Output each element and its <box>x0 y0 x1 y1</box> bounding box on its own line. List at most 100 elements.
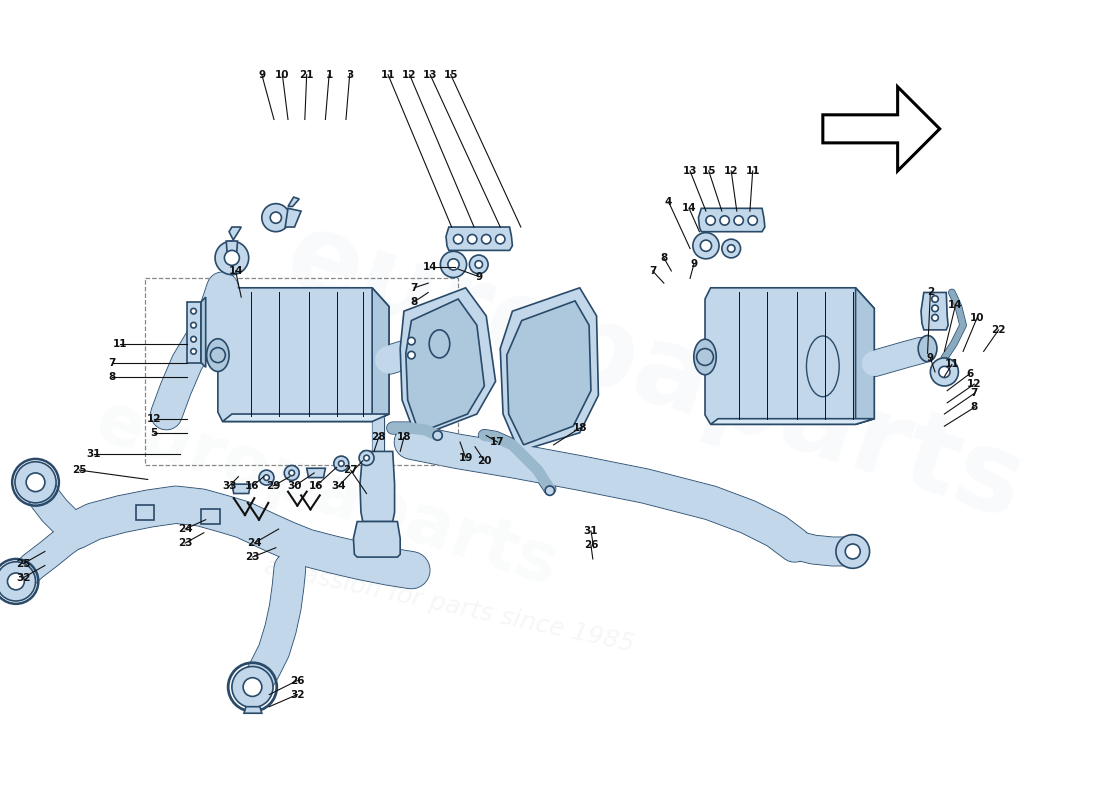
Text: 15: 15 <box>443 70 458 80</box>
Polygon shape <box>201 510 220 524</box>
Polygon shape <box>288 197 299 206</box>
Text: 9: 9 <box>258 70 265 80</box>
Text: 20: 20 <box>477 456 492 466</box>
Circle shape <box>210 348 225 362</box>
Text: 25: 25 <box>16 558 31 569</box>
Text: 7: 7 <box>970 389 978 398</box>
Polygon shape <box>135 505 154 520</box>
Circle shape <box>190 322 197 328</box>
Text: 10: 10 <box>275 70 289 80</box>
Polygon shape <box>698 208 764 232</box>
Text: 9: 9 <box>690 259 697 270</box>
Text: 5: 5 <box>151 428 158 438</box>
Polygon shape <box>711 418 874 424</box>
Circle shape <box>224 250 240 266</box>
Text: 26: 26 <box>290 675 305 686</box>
Circle shape <box>938 366 950 378</box>
Ellipse shape <box>429 330 450 358</box>
Text: 33: 33 <box>222 481 236 491</box>
Circle shape <box>8 573 24 590</box>
Text: 28: 28 <box>372 433 386 442</box>
Polygon shape <box>307 468 326 478</box>
Circle shape <box>232 666 273 708</box>
Circle shape <box>722 239 740 258</box>
Polygon shape <box>507 301 591 445</box>
Text: 32: 32 <box>16 573 31 582</box>
Text: 7: 7 <box>109 358 116 367</box>
Circle shape <box>836 534 870 568</box>
Text: 19: 19 <box>459 453 473 463</box>
Text: 15: 15 <box>702 166 716 176</box>
Text: 8: 8 <box>109 372 116 382</box>
Circle shape <box>453 234 463 244</box>
Text: 16: 16 <box>309 481 323 491</box>
Text: 1: 1 <box>326 70 333 80</box>
Polygon shape <box>446 227 513 250</box>
Text: 31: 31 <box>86 450 101 459</box>
Text: 24: 24 <box>248 538 262 548</box>
Polygon shape <box>227 241 238 255</box>
Circle shape <box>284 466 299 481</box>
Circle shape <box>359 450 374 466</box>
Circle shape <box>408 351 415 359</box>
Text: europaparts: europaparts <box>88 387 566 600</box>
Circle shape <box>706 216 715 225</box>
Polygon shape <box>201 297 206 367</box>
Circle shape <box>26 473 45 492</box>
Text: 26: 26 <box>584 540 598 550</box>
Circle shape <box>448 259 459 270</box>
Text: 8: 8 <box>970 402 978 413</box>
Text: 3: 3 <box>346 70 353 80</box>
Text: 8: 8 <box>410 297 418 307</box>
Text: 22: 22 <box>991 325 1005 335</box>
Text: a passion for parts since 1985: a passion for parts since 1985 <box>262 554 636 657</box>
Circle shape <box>216 241 249 274</box>
Text: 24: 24 <box>178 524 192 534</box>
Text: 18: 18 <box>397 433 411 442</box>
Text: 7: 7 <box>649 266 657 276</box>
Text: 18: 18 <box>572 423 587 433</box>
Text: 9: 9 <box>475 271 482 282</box>
Polygon shape <box>244 706 262 714</box>
Polygon shape <box>222 414 389 422</box>
Circle shape <box>408 338 415 345</box>
Circle shape <box>932 296 938 302</box>
Polygon shape <box>705 288 874 424</box>
Circle shape <box>433 431 442 440</box>
Circle shape <box>931 358 958 386</box>
Text: 11: 11 <box>746 166 760 176</box>
Polygon shape <box>229 227 241 239</box>
Text: 21: 21 <box>299 70 314 80</box>
Polygon shape <box>187 302 201 362</box>
Polygon shape <box>360 451 395 522</box>
Ellipse shape <box>694 339 716 374</box>
Circle shape <box>190 349 197 354</box>
Polygon shape <box>232 484 251 494</box>
Circle shape <box>262 204 290 232</box>
Circle shape <box>693 233 719 259</box>
Circle shape <box>696 349 714 366</box>
Text: 2: 2 <box>926 287 934 298</box>
Circle shape <box>748 216 758 225</box>
Text: 10: 10 <box>970 313 985 322</box>
Text: 12: 12 <box>724 166 738 176</box>
Text: 14: 14 <box>229 266 243 276</box>
Ellipse shape <box>207 338 229 371</box>
Text: 23: 23 <box>178 538 192 548</box>
Circle shape <box>271 212 282 223</box>
Text: 14: 14 <box>948 300 962 310</box>
Text: europaparts: europaparts <box>273 202 1036 542</box>
Circle shape <box>701 240 712 251</box>
Circle shape <box>845 544 860 559</box>
Polygon shape <box>400 288 496 438</box>
Circle shape <box>0 562 35 601</box>
Circle shape <box>15 462 56 503</box>
Text: 12: 12 <box>147 414 162 424</box>
Circle shape <box>496 234 505 244</box>
Polygon shape <box>218 288 389 422</box>
Text: 17: 17 <box>491 437 505 447</box>
Circle shape <box>932 314 938 321</box>
Circle shape <box>258 470 274 485</box>
Circle shape <box>339 461 344 466</box>
Text: 8: 8 <box>660 253 668 263</box>
